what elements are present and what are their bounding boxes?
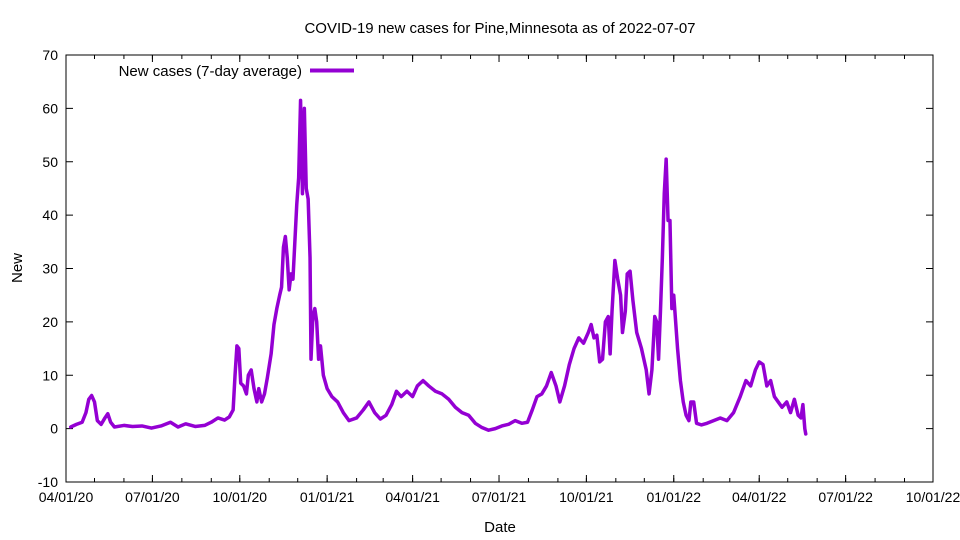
y-tick-label: 10	[42, 367, 58, 383]
y-tick-label: 50	[42, 154, 58, 170]
x-tick-label: 04/01/20	[39, 489, 94, 505]
series-group	[69, 98, 808, 436]
x-tick-label: 04/01/21	[385, 489, 440, 505]
x-axis: 04/01/20 07/01/20 10/01/20 01/01/21 04/01/21…	[39, 55, 960, 505]
y-tick-label: 30	[42, 261, 58, 277]
series-line	[69, 98, 808, 436]
x-tick-label: 01/01/21	[300, 489, 355, 505]
x-tick-label: 07/01/21	[472, 489, 527, 505]
y-axis: -10 0 10 20 30 40 50 60 70	[38, 47, 933, 490]
x-tick-label: 10/01/20	[213, 489, 268, 505]
y-tick-label: 60	[42, 100, 58, 116]
y-tick-label: 40	[42, 207, 58, 223]
x-tick-label: 07/01/20	[125, 489, 180, 505]
y-axis-label: New	[9, 253, 26, 283]
x-tick-label: 07/01/22	[818, 489, 873, 505]
legend: New cases (7-day average)	[119, 63, 354, 80]
x-tick-label: 10/01/22	[906, 489, 960, 505]
y-tick-label: -10	[38, 474, 58, 490]
y-tick-label: 0	[50, 421, 58, 437]
x-axis-label: Date	[484, 519, 516, 536]
chart-title: COVID-19 new cases for Pine,Minnesota as…	[304, 20, 695, 37]
x-tick-label: 04/01/22	[732, 489, 787, 505]
x-tick-label: 10/01/21	[559, 489, 614, 505]
legend-label: New cases (7-day average)	[119, 63, 302, 80]
y-tick-label: 70	[42, 47, 58, 63]
x-tick-label: 01/01/22	[647, 489, 702, 505]
y-tick-label: 20	[42, 314, 58, 330]
